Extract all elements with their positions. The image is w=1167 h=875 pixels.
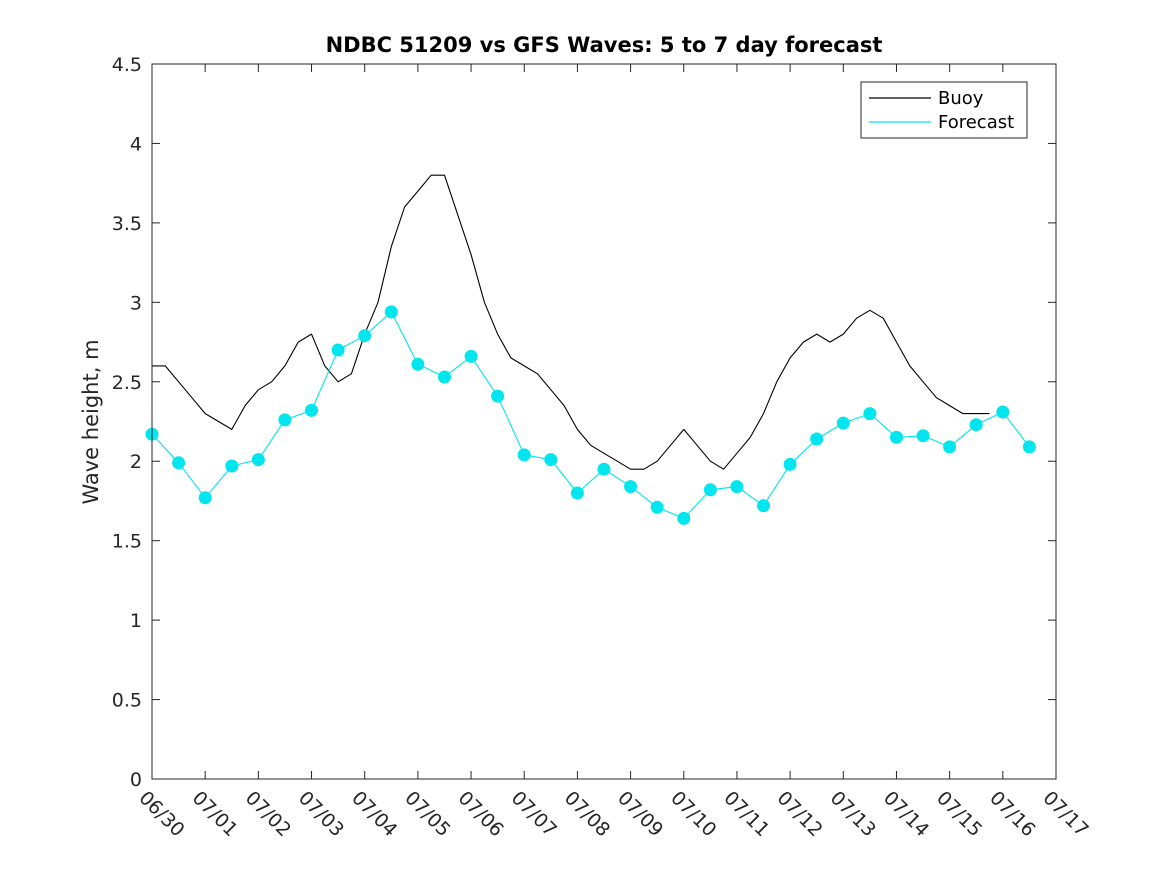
forecast-marker-14 <box>517 448 531 462</box>
forecast-marker-3 <box>225 459 239 473</box>
forecast-marker-23 <box>757 499 770 513</box>
forecast-marker-11 <box>438 370 451 384</box>
y-tick-label-6: 3 <box>130 292 142 314</box>
y-tick-label-4: 2 <box>130 451 142 473</box>
y-tick-label-3: 1.5 <box>112 531 142 553</box>
y-tick-label-9: 4.5 <box>112 54 142 76</box>
y-axis-ticks: 0 0.5 1 1.5 2 2.5 3 3.5 4 4.5 <box>112 54 1056 791</box>
forecast-marker-31 <box>969 418 983 432</box>
forecast-marker-8 <box>358 329 372 343</box>
forecast-marker-21 <box>703 483 717 497</box>
forecast-marker-20 <box>677 511 691 525</box>
forecast-marker-18 <box>624 480 638 494</box>
y-tick-label-2: 1 <box>130 610 142 632</box>
forecast-marker-4 <box>251 453 265 467</box>
forecast-marker-27 <box>863 407 877 421</box>
forecast-marker-9 <box>384 305 398 319</box>
forecast-marker-12 <box>464 349 478 363</box>
chart-title: NDBC 51209 vs GFS Waves: 5 to 7 day fore… <box>326 33 883 57</box>
forecast-marker-2 <box>198 491 212 505</box>
y-tick-label-7: 3.5 <box>112 213 142 235</box>
forecast-marker-16 <box>570 486 584 500</box>
forecast-marker-17 <box>597 462 611 476</box>
forecast-marker-15 <box>544 453 558 467</box>
series-line-forecast <box>151 311 1030 519</box>
forecast-marker-30 <box>943 440 957 454</box>
forecast-marker-28 <box>890 430 903 444</box>
forecast-marker-29 <box>916 429 930 443</box>
forecast-marker-7 <box>331 343 345 357</box>
series-line-buoy <box>152 174 990 470</box>
y-axis-label: Wave height, m <box>79 339 103 504</box>
forecast-marker-33 <box>1022 440 1036 454</box>
forecast-marker-1 <box>172 456 186 470</box>
axes-box <box>151 63 1057 780</box>
forecast-marker-32 <box>996 405 1010 419</box>
forecast-marker-10 <box>411 357 425 371</box>
forecast-marker-13 <box>491 389 505 403</box>
forecast-marker-5 <box>278 413 292 427</box>
forecast-marker-6 <box>305 403 318 417</box>
y-tick-label-8: 4 <box>130 133 142 155</box>
plot-background <box>152 64 1056 779</box>
y-tick-label-0: 0 <box>130 769 142 791</box>
legend: Buoy Forecast <box>860 81 1028 139</box>
legend-label-buoy: Buoy <box>938 88 984 109</box>
y-tick-label-1: 0.5 <box>112 690 142 712</box>
forecast-marker-19 <box>650 500 664 514</box>
forecast-marker-22 <box>730 480 744 494</box>
legend-label-forecast: Forecast <box>938 112 1014 133</box>
forecast-marker-26 <box>836 416 850 430</box>
forecast-marker-25 <box>810 432 824 446</box>
forecast-marker-24 <box>783 457 797 471</box>
y-tick-label-5: 2.5 <box>112 372 142 394</box>
plot-area <box>145 63 1057 780</box>
legend-box <box>860 81 1028 139</box>
